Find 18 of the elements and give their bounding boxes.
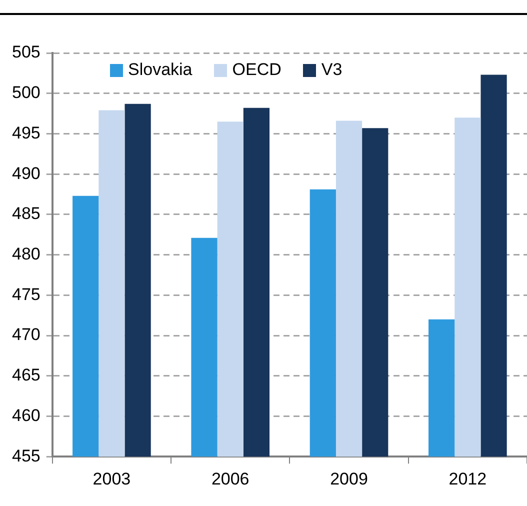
x-tick-label: 2003 [92, 469, 131, 488]
y-tick-label: 470 [12, 325, 40, 344]
x-tick-label: 2006 [211, 469, 250, 488]
y-tick-label: 500 [12, 83, 40, 102]
legend-label: V3 [321, 60, 342, 80]
y-tick-label: 455 [12, 446, 40, 466]
y-tick-label: 465 [12, 366, 40, 385]
x-tick-label: 2012 [448, 469, 487, 488]
legend-label: Slovakia [128, 60, 192, 80]
y-tick-label: 475 [12, 284, 40, 304]
y-tick-label: 495 [12, 123, 40, 142]
y-tick-label: 485 [12, 204, 40, 224]
y-tick-label: 460 [12, 406, 40, 425]
x-tick-label: 2009 [330, 469, 368, 488]
legend-label: OECD [232, 60, 282, 80]
y-tick-label: 490 [12, 164, 40, 183]
y-tick-label: 505 [12, 42, 40, 62]
y-tick-label: 480 [12, 244, 40, 264]
